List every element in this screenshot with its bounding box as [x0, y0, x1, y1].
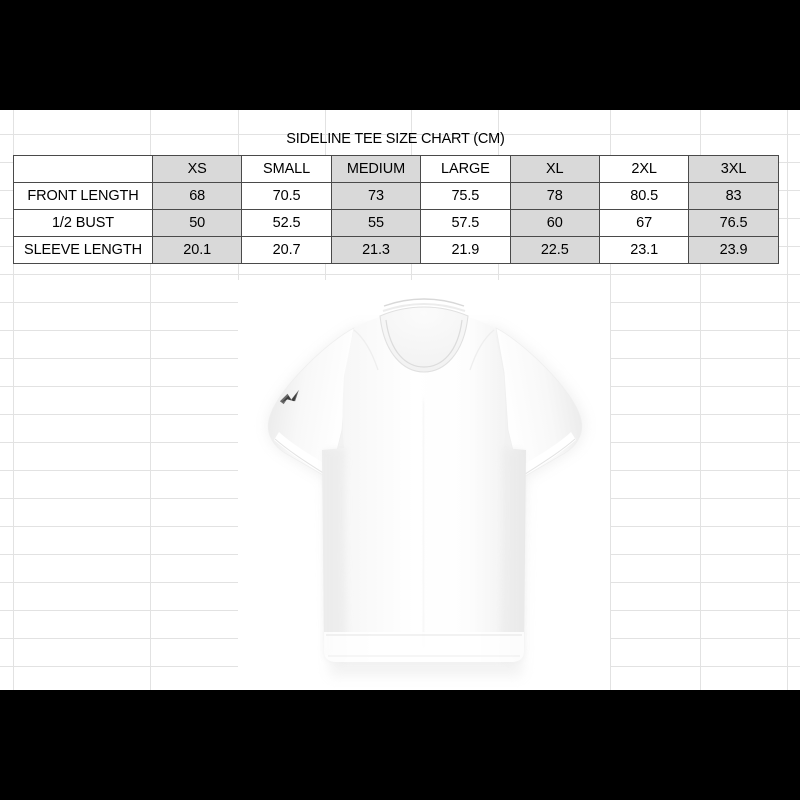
product-image-tshirt [238, 280, 610, 690]
cell-sleeve-length-3xl[interactable]: 23.9 [688, 236, 779, 264]
cell-half-bust-large[interactable]: 57.5 [420, 209, 511, 237]
cell-half-bust-2xl[interactable]: 67 [598, 209, 690, 237]
table-row-half-bust: 1/2 BUST 50 52.5 55 57.5 60 67 76.5 [13, 209, 779, 237]
table-corner-cell [13, 155, 153, 183]
cell-front-length-2xl[interactable]: 80.5 [598, 182, 690, 210]
grid-column-line [700, 110, 701, 690]
column-header-xl[interactable]: XL [509, 155, 600, 183]
grid-column-line [13, 110, 14, 690]
cell-sleeve-length-large[interactable]: 21.9 [420, 236, 511, 264]
cell-front-length-medium[interactable]: 73 [330, 182, 422, 210]
table-header-row: XS SMALL MEDIUM LARGE XL 2XL 3XL [13, 155, 779, 183]
grid-column-line [610, 110, 611, 690]
row-label-front-length: FRONT LENGTH [13, 182, 153, 210]
cell-front-length-xs[interactable]: 68 [151, 182, 243, 210]
cell-sleeve-length-xs[interactable]: 20.1 [151, 236, 243, 264]
size-chart-table[interactable]: XS SMALL MEDIUM LARGE XL 2XL 3XL FRONT L… [13, 155, 779, 264]
spreadsheet-canvas[interactable]: SIDELINE TEE SIZE CHART (CM) XS SMALL ME… [0, 110, 800, 690]
grid-column-line [787, 110, 788, 690]
row-label-half-bust: 1/2 BUST [13, 209, 153, 237]
cell-sleeve-length-medium[interactable]: 21.3 [330, 236, 422, 264]
cell-half-bust-medium[interactable]: 55 [330, 209, 422, 237]
grid-column-line [150, 110, 151, 690]
table-row-sleeve-length: SLEEVE LENGTH 20.1 20.7 21.3 21.9 22.5 2… [13, 236, 779, 264]
grid-row-line [0, 134, 800, 135]
column-header-2xl[interactable]: 2XL [598, 155, 690, 183]
brand-logo [279, 389, 299, 405]
cell-sleeve-length-small[interactable]: 20.7 [241, 236, 332, 264]
column-header-medium[interactable]: MEDIUM [330, 155, 422, 183]
letterbox-bottom [0, 690, 800, 800]
cell-half-bust-small[interactable]: 52.5 [241, 209, 332, 237]
page-title: SIDELINE TEE SIZE CHART (CM) [286, 131, 505, 147]
column-header-xs[interactable]: XS [151, 155, 243, 183]
cell-front-length-3xl[interactable]: 83 [688, 182, 779, 210]
cell-sleeve-length-xl[interactable]: 22.5 [509, 236, 600, 264]
cell-front-length-large[interactable]: 75.5 [420, 182, 511, 210]
cell-half-bust-xs[interactable]: 50 [151, 209, 243, 237]
cell-half-bust-xl[interactable]: 60 [509, 209, 600, 237]
column-header-3xl[interactable]: 3XL [688, 155, 779, 183]
table-row-front-length: FRONT LENGTH 68 70.5 73 75.5 78 80.5 83 [13, 182, 779, 210]
column-header-large[interactable]: LARGE [420, 155, 511, 183]
letterbox-top [0, 0, 800, 110]
cell-front-length-xl[interactable]: 78 [509, 182, 600, 210]
row-label-sleeve-length: SLEEVE LENGTH [13, 236, 153, 264]
cell-half-bust-3xl[interactable]: 76.5 [688, 209, 779, 237]
grid-row-line [0, 274, 800, 275]
column-header-small[interactable]: SMALL [241, 155, 332, 183]
cell-front-length-small[interactable]: 70.5 [241, 182, 332, 210]
cell-sleeve-length-2xl[interactable]: 23.1 [598, 236, 690, 264]
